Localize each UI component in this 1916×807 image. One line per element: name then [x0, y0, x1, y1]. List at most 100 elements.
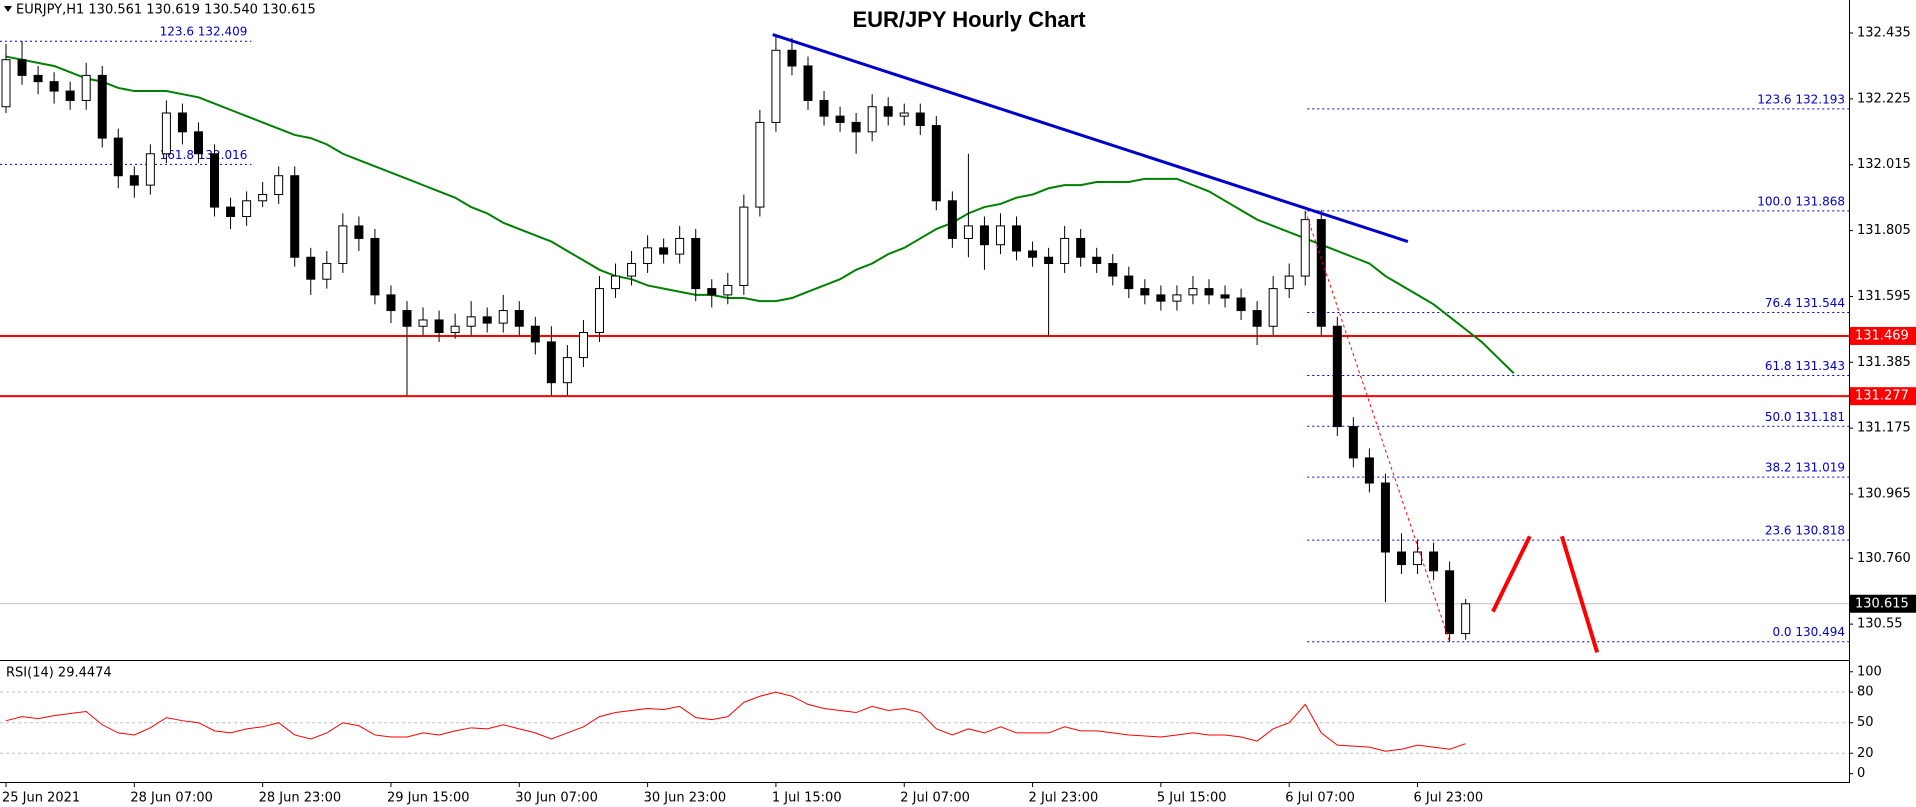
- candle-body: [1316, 219, 1326, 327]
- candle-body: [1188, 288, 1198, 296]
- candle-body: [434, 319, 444, 334]
- y-tick-label: 132.435: [1857, 26, 1911, 41]
- candle-body: [1268, 288, 1278, 327]
- y-tick-label: 131.385: [1857, 355, 1911, 370]
- fib-label: 0.0 130.494: [1772, 625, 1845, 639]
- fib-label: 38.2 131.019: [1765, 461, 1845, 475]
- candle-body: [1396, 551, 1406, 566]
- projection-line: [1559, 535, 1600, 653]
- price-box: [1850, 387, 1916, 406]
- candle-body: [1348, 426, 1358, 459]
- candle-body: [739, 206, 749, 286]
- candle-body: [113, 137, 123, 177]
- candle-body: [402, 310, 412, 327]
- candle-body: [851, 121, 861, 133]
- candle-body: [530, 325, 540, 343]
- x-tick-label: 5 Jul 15:00: [1157, 791, 1227, 806]
- candle-body: [226, 206, 236, 217]
- candle-body: [81, 74, 91, 101]
- rsi-tick-label: 100: [1857, 664, 1882, 679]
- candle-body: [466, 316, 476, 327]
- candle-body: [1300, 219, 1310, 277]
- candle-body: [386, 294, 396, 312]
- candle-body: [594, 288, 604, 334]
- candle-body: [306, 256, 316, 280]
- candle-body: [370, 237, 380, 296]
- candle-body: [899, 112, 909, 117]
- candle-body: [1364, 457, 1374, 484]
- y-tick-label: 132.015: [1857, 157, 1911, 172]
- candle-body: [418, 319, 428, 327]
- candle-body: [627, 263, 637, 277]
- candle-body: [1252, 310, 1262, 327]
- candle-body: [1156, 294, 1166, 302]
- candle-body: [707, 288, 717, 296]
- candle-body: [883, 106, 893, 117]
- candle-body: [274, 175, 284, 196]
- rsi-tick-label: 80: [1857, 685, 1874, 700]
- x-tick-label: 30 Jun 07:00: [515, 791, 598, 806]
- candle-body: [546, 341, 556, 384]
- candle-body: [675, 237, 685, 255]
- y-tick-label: 131.595: [1857, 289, 1911, 304]
- candle-body: [1028, 250, 1038, 258]
- x-tick-label: 2 Jul 07:00: [900, 791, 970, 806]
- x-tick-label: 6 Jul 23:00: [1414, 791, 1484, 806]
- candle-body: [97, 74, 107, 139]
- price-box: [1850, 326, 1916, 345]
- candle-body: [1, 59, 11, 108]
- y-tick-label: 132.225: [1857, 91, 1911, 106]
- candle-body: [338, 225, 348, 265]
- x-tick-label: 2 Jul 23:00: [1029, 791, 1099, 806]
- candle-body: [1060, 237, 1070, 265]
- candle-body: [787, 49, 797, 67]
- candle-body: [193, 131, 203, 155]
- candle-body: [33, 74, 43, 83]
- candle-body: [931, 125, 941, 202]
- fib-label: 100.0 131.868: [1757, 194, 1845, 208]
- y-tick-label: 130.55: [1857, 617, 1903, 632]
- symbol-icon: [4, 6, 12, 12]
- candle-body: [65, 90, 75, 101]
- candle-body: [210, 153, 220, 208]
- candle-body: [1124, 275, 1134, 290]
- candle-body: [1461, 603, 1471, 635]
- candle-body: [161, 112, 171, 155]
- rsi-label: RSI(14) 29.4474: [6, 666, 112, 681]
- candle-body: [1445, 570, 1455, 635]
- fib-swing-line: [1304, 210, 1451, 642]
- fib-label: 161.8 132.016: [160, 148, 248, 162]
- candle-body: [242, 200, 252, 217]
- candle-body: [354, 225, 364, 239]
- candle-body: [258, 194, 268, 202]
- fib-label: 23.6 130.818: [1765, 524, 1845, 538]
- candle-body: [177, 112, 187, 133]
- candle-body: [979, 225, 989, 246]
- x-tick-label: 6 Jul 07:00: [1285, 791, 1355, 806]
- candle-body: [514, 310, 524, 327]
- candle-body: [1076, 237, 1086, 258]
- candle-body: [803, 65, 813, 101]
- candle-body: [578, 332, 588, 359]
- candle-body: [755, 121, 765, 208]
- x-tick-label: 28 Jun 07:00: [130, 791, 213, 806]
- fib-label: 123.6 132.409: [160, 25, 248, 39]
- rsi-tick-label: 0: [1857, 766, 1865, 781]
- candle-body: [771, 49, 781, 123]
- price-box: [1850, 594, 1916, 613]
- candle-body: [691, 237, 701, 290]
- candle-body: [1220, 294, 1230, 299]
- candle-body: [1108, 263, 1118, 277]
- candle-body: [145, 153, 155, 186]
- projection-line: [1491, 535, 1532, 613]
- candle-body: [1380, 482, 1390, 553]
- moving-average: [5, 55, 1515, 374]
- candle-body: [659, 247, 669, 255]
- fib-label: 76.4 131.544: [1765, 296, 1845, 310]
- rsi-tick-label: 20: [1857, 746, 1874, 761]
- candle-body: [1012, 225, 1022, 252]
- candle-body: [562, 357, 572, 384]
- x-tick-label: 28 Jun 23:00: [259, 791, 342, 806]
